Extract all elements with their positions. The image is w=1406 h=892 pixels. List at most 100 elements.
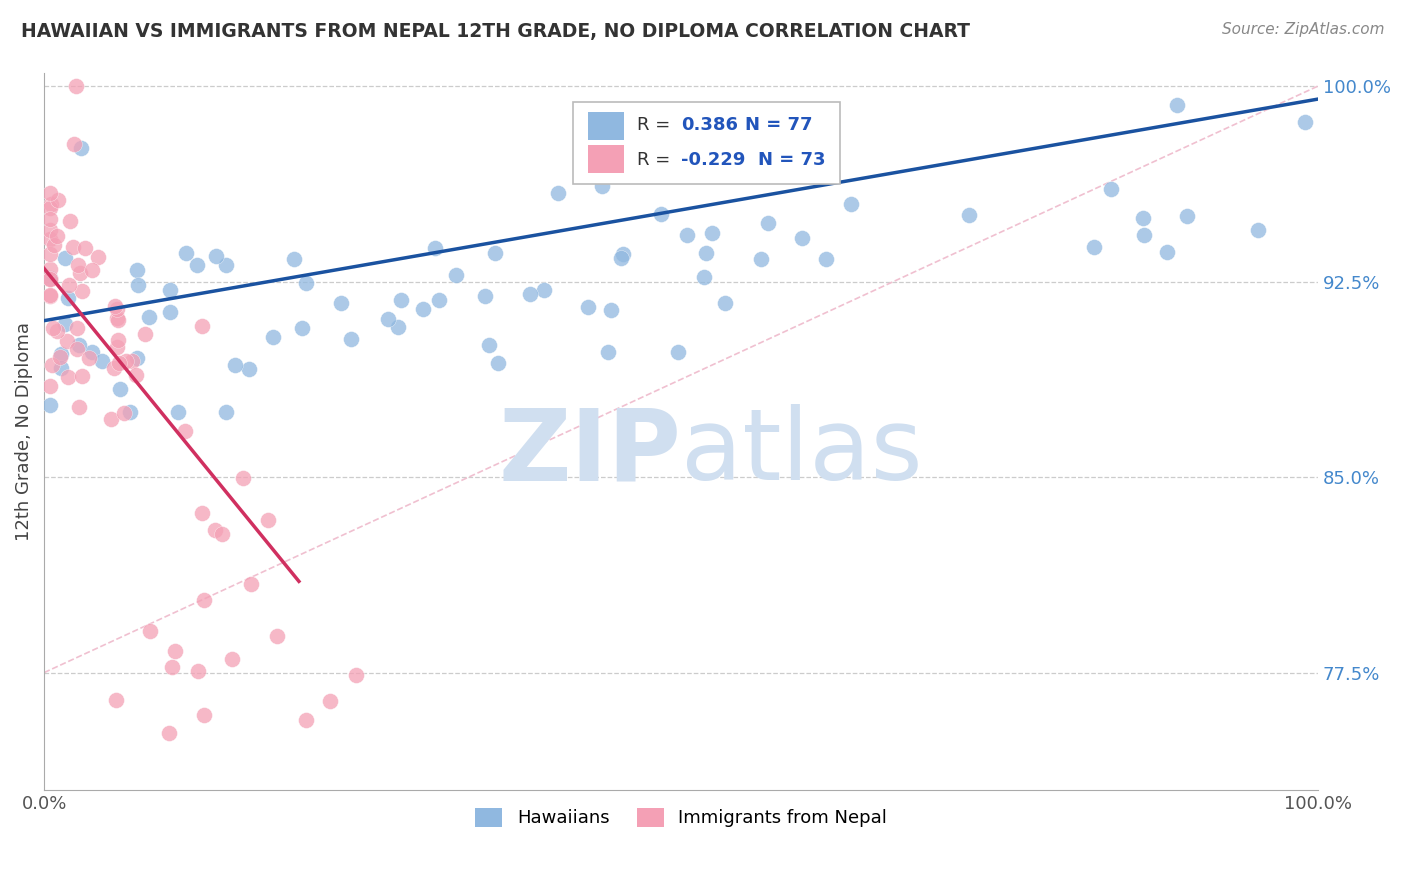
Point — [599, 303, 621, 318]
Point — [758, 217, 780, 231]
Point — [39, 186, 62, 200]
Point — [67, 338, 90, 352]
FancyBboxPatch shape — [572, 102, 841, 184]
Point — [51, 347, 73, 361]
Point — [211, 527, 233, 541]
Point — [39, 287, 62, 301]
Point — [67, 400, 90, 414]
Point — [1156, 244, 1178, 259]
Point — [957, 208, 980, 222]
Point — [1166, 97, 1188, 112]
Point — [427, 293, 450, 307]
Point — [295, 714, 318, 728]
Point — [224, 358, 246, 372]
Point — [39, 232, 62, 246]
Point — [70, 285, 93, 299]
Point — [257, 513, 280, 527]
Point — [666, 345, 689, 359]
Point — [1247, 223, 1270, 237]
Point — [815, 252, 838, 266]
Point — [103, 361, 125, 376]
Point — [39, 212, 62, 227]
Point — [62, 137, 84, 152]
Point — [695, 246, 717, 260]
Point — [159, 304, 181, 318]
Point — [295, 276, 318, 290]
Point — [48, 351, 70, 365]
Text: ZIP: ZIP — [498, 404, 681, 501]
Point — [41, 358, 63, 372]
Point — [191, 318, 214, 333]
Point — [39, 378, 62, 392]
Point — [692, 270, 714, 285]
Point — [1294, 114, 1316, 128]
Point — [266, 628, 288, 642]
Point — [1132, 211, 1154, 225]
Point — [75, 241, 97, 255]
Point — [53, 318, 76, 332]
Point — [56, 370, 79, 384]
Point — [87, 250, 110, 264]
Point — [65, 78, 87, 93]
Point — [67, 258, 90, 272]
Point — [66, 321, 89, 335]
Point — [205, 249, 228, 263]
Point — [66, 343, 89, 357]
Point — [702, 226, 724, 240]
Point — [676, 227, 699, 242]
Point — [215, 258, 238, 272]
Point — [104, 299, 127, 313]
Point — [80, 344, 103, 359]
Point — [39, 197, 62, 211]
Point — [749, 252, 772, 266]
Text: 0.386: 0.386 — [681, 116, 738, 135]
Point — [127, 263, 149, 277]
Point — [1099, 182, 1122, 196]
Text: N = 73: N = 73 — [758, 152, 825, 169]
Point — [125, 368, 148, 382]
Point — [478, 337, 501, 351]
Point — [714, 296, 737, 310]
Point — [711, 163, 734, 178]
Text: R =: R = — [637, 116, 675, 135]
Point — [377, 311, 399, 326]
Point — [59, 214, 82, 228]
Point — [160, 660, 183, 674]
Point — [610, 251, 633, 265]
Point — [53, 251, 76, 265]
Point — [167, 405, 190, 419]
Point — [118, 405, 141, 419]
Point — [839, 196, 862, 211]
Point — [792, 231, 814, 245]
Point — [695, 165, 717, 179]
Point — [519, 286, 541, 301]
Point — [107, 312, 129, 326]
Point — [1175, 209, 1198, 223]
Point — [425, 241, 447, 255]
Point — [62, 240, 84, 254]
Point — [412, 302, 434, 317]
Point — [214, 405, 236, 419]
Point — [444, 268, 467, 283]
Point — [121, 354, 143, 368]
Text: HAWAIIAN VS IMMIGRANTS FROM NEPAL 12TH GRADE, NO DIPLOMA CORRELATION CHART: HAWAIIAN VS IMMIGRANTS FROM NEPAL 12TH G… — [21, 22, 970, 41]
Point — [486, 356, 509, 370]
Point — [157, 725, 180, 739]
Point — [39, 271, 62, 285]
Point — [340, 332, 363, 346]
Point — [138, 310, 160, 324]
Point — [115, 354, 138, 368]
Point — [108, 382, 131, 396]
Point — [77, 351, 100, 365]
Point — [58, 291, 80, 305]
Point — [240, 576, 263, 591]
Point — [112, 406, 135, 420]
Point — [174, 425, 197, 439]
Point — [1133, 228, 1156, 243]
Point — [100, 412, 122, 426]
Point — [191, 506, 214, 520]
Point — [39, 247, 62, 261]
Point — [187, 664, 209, 678]
Point — [283, 252, 305, 266]
Point — [389, 293, 412, 307]
